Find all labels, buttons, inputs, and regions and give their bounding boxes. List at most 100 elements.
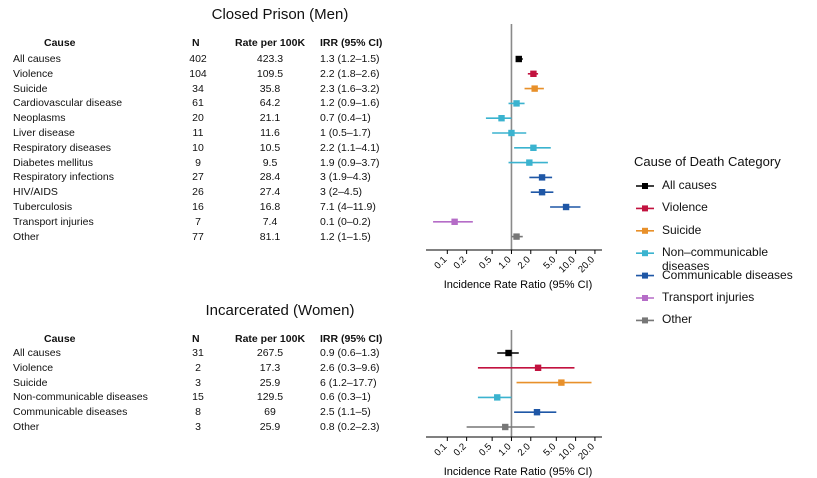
x-tick-label: 0.5 [477,441,494,458]
x-tick-label: 2.0 [516,254,533,271]
row-rate: 267.5 [256,347,284,359]
row-irr: 0.9 (0.6–1.3) [320,347,380,359]
row-cause: Respiratory diseases [13,141,112,154]
row-cause: Other [13,230,40,243]
legend-marker [642,250,648,257]
row-rate: 129.5 [256,391,284,404]
row-rate: 16.8 [259,201,281,213]
x-tick-label: 1.0 [496,254,513,271]
row-rate: 25.9 [259,421,281,433]
row-rate: 35.8 [259,82,281,95]
row-cause: Diabetes mellitus [13,156,93,169]
point-estimate [531,85,538,92]
header-rate: Rate per 100K [235,333,306,345]
legend-item-label: All causes [662,178,717,192]
header-cause: Cause [44,333,76,345]
header-n: N [192,333,200,345]
row-rate: 109.5 [256,67,284,80]
x-tick-label: 1.0 [496,441,513,458]
x-tick-label: 0.5 [477,254,494,271]
row-rate: 10.5 [259,141,281,154]
point-estimate [451,218,458,225]
point-estimate [515,55,522,63]
row-cause: Tuberculosis [13,201,73,213]
row-irr: 0.1 (0–0.2) [320,215,371,228]
x-tick-label: 20.0 [576,441,597,462]
row-cause: All causes [13,53,61,65]
x-tick-label: 0.1 [432,441,449,458]
row-irr: 1.3 (1.2–1.5) [320,53,380,65]
point-estimate [513,233,520,240]
row-irr: 1.2 (0.9–1.6) [320,97,380,110]
row-irr: 0.6 (0.3–1) [320,391,371,404]
header-rate: Rate per 100K [235,37,306,49]
row-rate: 17.3 [259,361,281,374]
x-tick-label: 2.0 [516,441,533,458]
x-tick-label: 0.2 [452,254,469,271]
row-n: 9 [195,156,201,169]
row-cause: Violence [13,67,54,80]
point-estimate [505,349,512,357]
row-n: 2 [195,361,201,374]
row-cause: Suicide [13,82,48,95]
x-tick-label: 10.0 [557,441,578,462]
header-irr: IRR (95% CI) [320,37,383,49]
row-cause: Non-communicable diseases [13,391,148,404]
x-axis-label: Incidence Rate Ratio (95% CI) [444,279,593,291]
row-irr: 1 (0.5–1.7) [320,127,371,139]
legend-marker [642,295,648,301]
point-estimate [534,364,542,371]
point-estimate [494,394,501,401]
row-irr: 7.1 (4–11.9) [320,201,376,213]
row-n: 3 [195,421,201,433]
row-rate: 7.4 [262,215,278,228]
row-n: 15 [192,391,204,404]
legend-item-label: Transport injuries [662,290,755,304]
row-n: 3 [195,376,201,389]
row-irr: 2.2 (1.8–2.6) [320,67,380,80]
legend-marker [642,272,648,279]
legend-item-label: Other [662,312,693,327]
row-irr: 0.8 (0.2–2.3) [320,421,380,433]
row-n: 10 [192,141,204,154]
point-estimate [498,115,505,122]
point-estimate [508,129,515,137]
x-tick-label: 10.0 [557,254,578,275]
row-rate: 27.4 [259,186,281,199]
legend-marker [642,317,648,324]
row-irr: 2.6 (0.3–9.6) [320,361,380,374]
legend-marker [642,205,648,212]
row-cause: Cardiovascular disease [13,97,123,110]
row-n: 402 [189,53,207,65]
row-irr: 2.3 (1.6–3.2) [320,82,380,95]
legend-item-label: Violence [662,200,708,215]
row-cause: Communicable diseases [13,406,128,419]
row-rate: 25.9 [259,376,281,389]
row-cause: HIV/AIDS [13,186,58,199]
row-n: 27 [192,171,204,184]
legend-item-label: Non–communicable diseases [662,245,769,274]
row-rate: 81.1 [259,230,281,243]
legend-item-label: Communicable diseases [662,267,793,282]
row-cause: Transport injuries [13,215,94,228]
row-n: 26 [192,186,204,199]
row-n: 7 [195,215,201,228]
row-rate: 64.2 [259,97,281,110]
point-estimate [530,70,537,77]
row-rate: 69 [264,406,276,419]
row-irr: 3 (1.9–4.3) [320,171,371,184]
header-n: N [192,37,200,49]
row-n: 11 [192,127,204,139]
x-tick-label: 0.1 [432,254,449,271]
panel-title-men: Closed Prison (Men) [211,6,349,23]
row-irr: 2.5 (1.1–5) [320,406,371,419]
row-cause: Violence [13,361,54,374]
row-irr: 1.9 (0.9–3.7) [320,156,380,169]
point-estimate [562,203,570,211]
legend-marker [642,227,648,234]
legend-marker [642,183,648,189]
header-irr: IRR (95% CI) [320,333,383,345]
point-estimate [513,100,520,107]
row-cause: Respiratory infections [13,171,114,184]
